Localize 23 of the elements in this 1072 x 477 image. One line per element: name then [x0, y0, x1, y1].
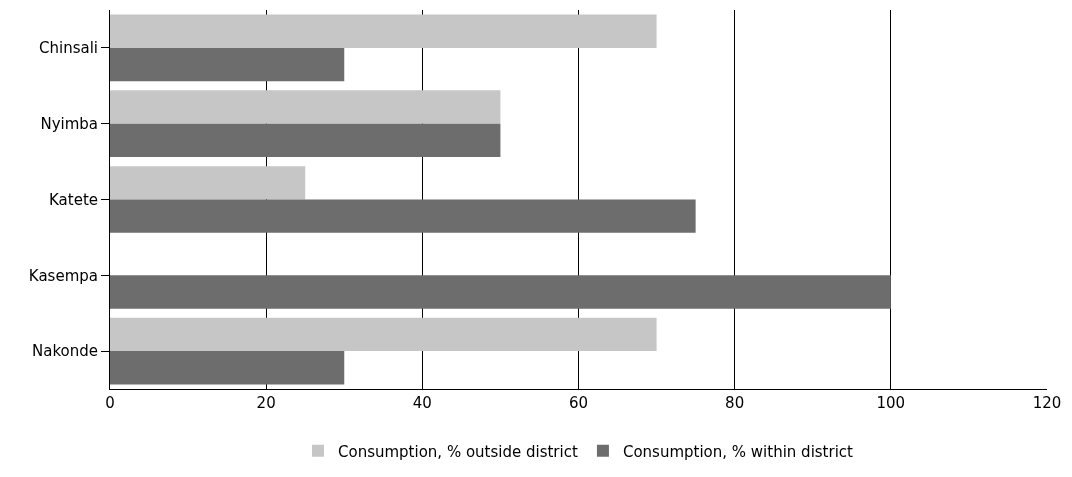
x-tick-label: 40	[412, 394, 432, 412]
y-tick-label: Nakonde	[32, 342, 98, 361]
bar	[110, 123, 501, 158]
x-tick-label: 60	[568, 394, 589, 412]
x-tick-label: 80	[725, 394, 745, 412]
legend-label: Consumption, % outside district	[338, 442, 578, 461]
x-tick-label: 0	[105, 394, 115, 412]
bar	[110, 317, 657, 352]
bar	[110, 199, 696, 233]
x-tick-label: 100	[876, 394, 906, 412]
x-tick-label: 20	[256, 394, 276, 412]
y-tick-label: Kasempa	[28, 266, 98, 285]
x-tick-label: 120	[1032, 394, 1062, 412]
bar	[110, 166, 306, 200]
bar	[110, 47, 345, 82]
y-tick-label: Katete	[49, 190, 98, 209]
bar	[110, 90, 501, 124]
y-tick-label: Nyimba	[40, 114, 98, 133]
bar	[110, 275, 891, 309]
legend-label: Consumption, % within district	[622, 442, 854, 461]
bar	[110, 351, 345, 385]
bar	[110, 14, 657, 48]
y-tick-label: Chinsali	[39, 39, 98, 58]
